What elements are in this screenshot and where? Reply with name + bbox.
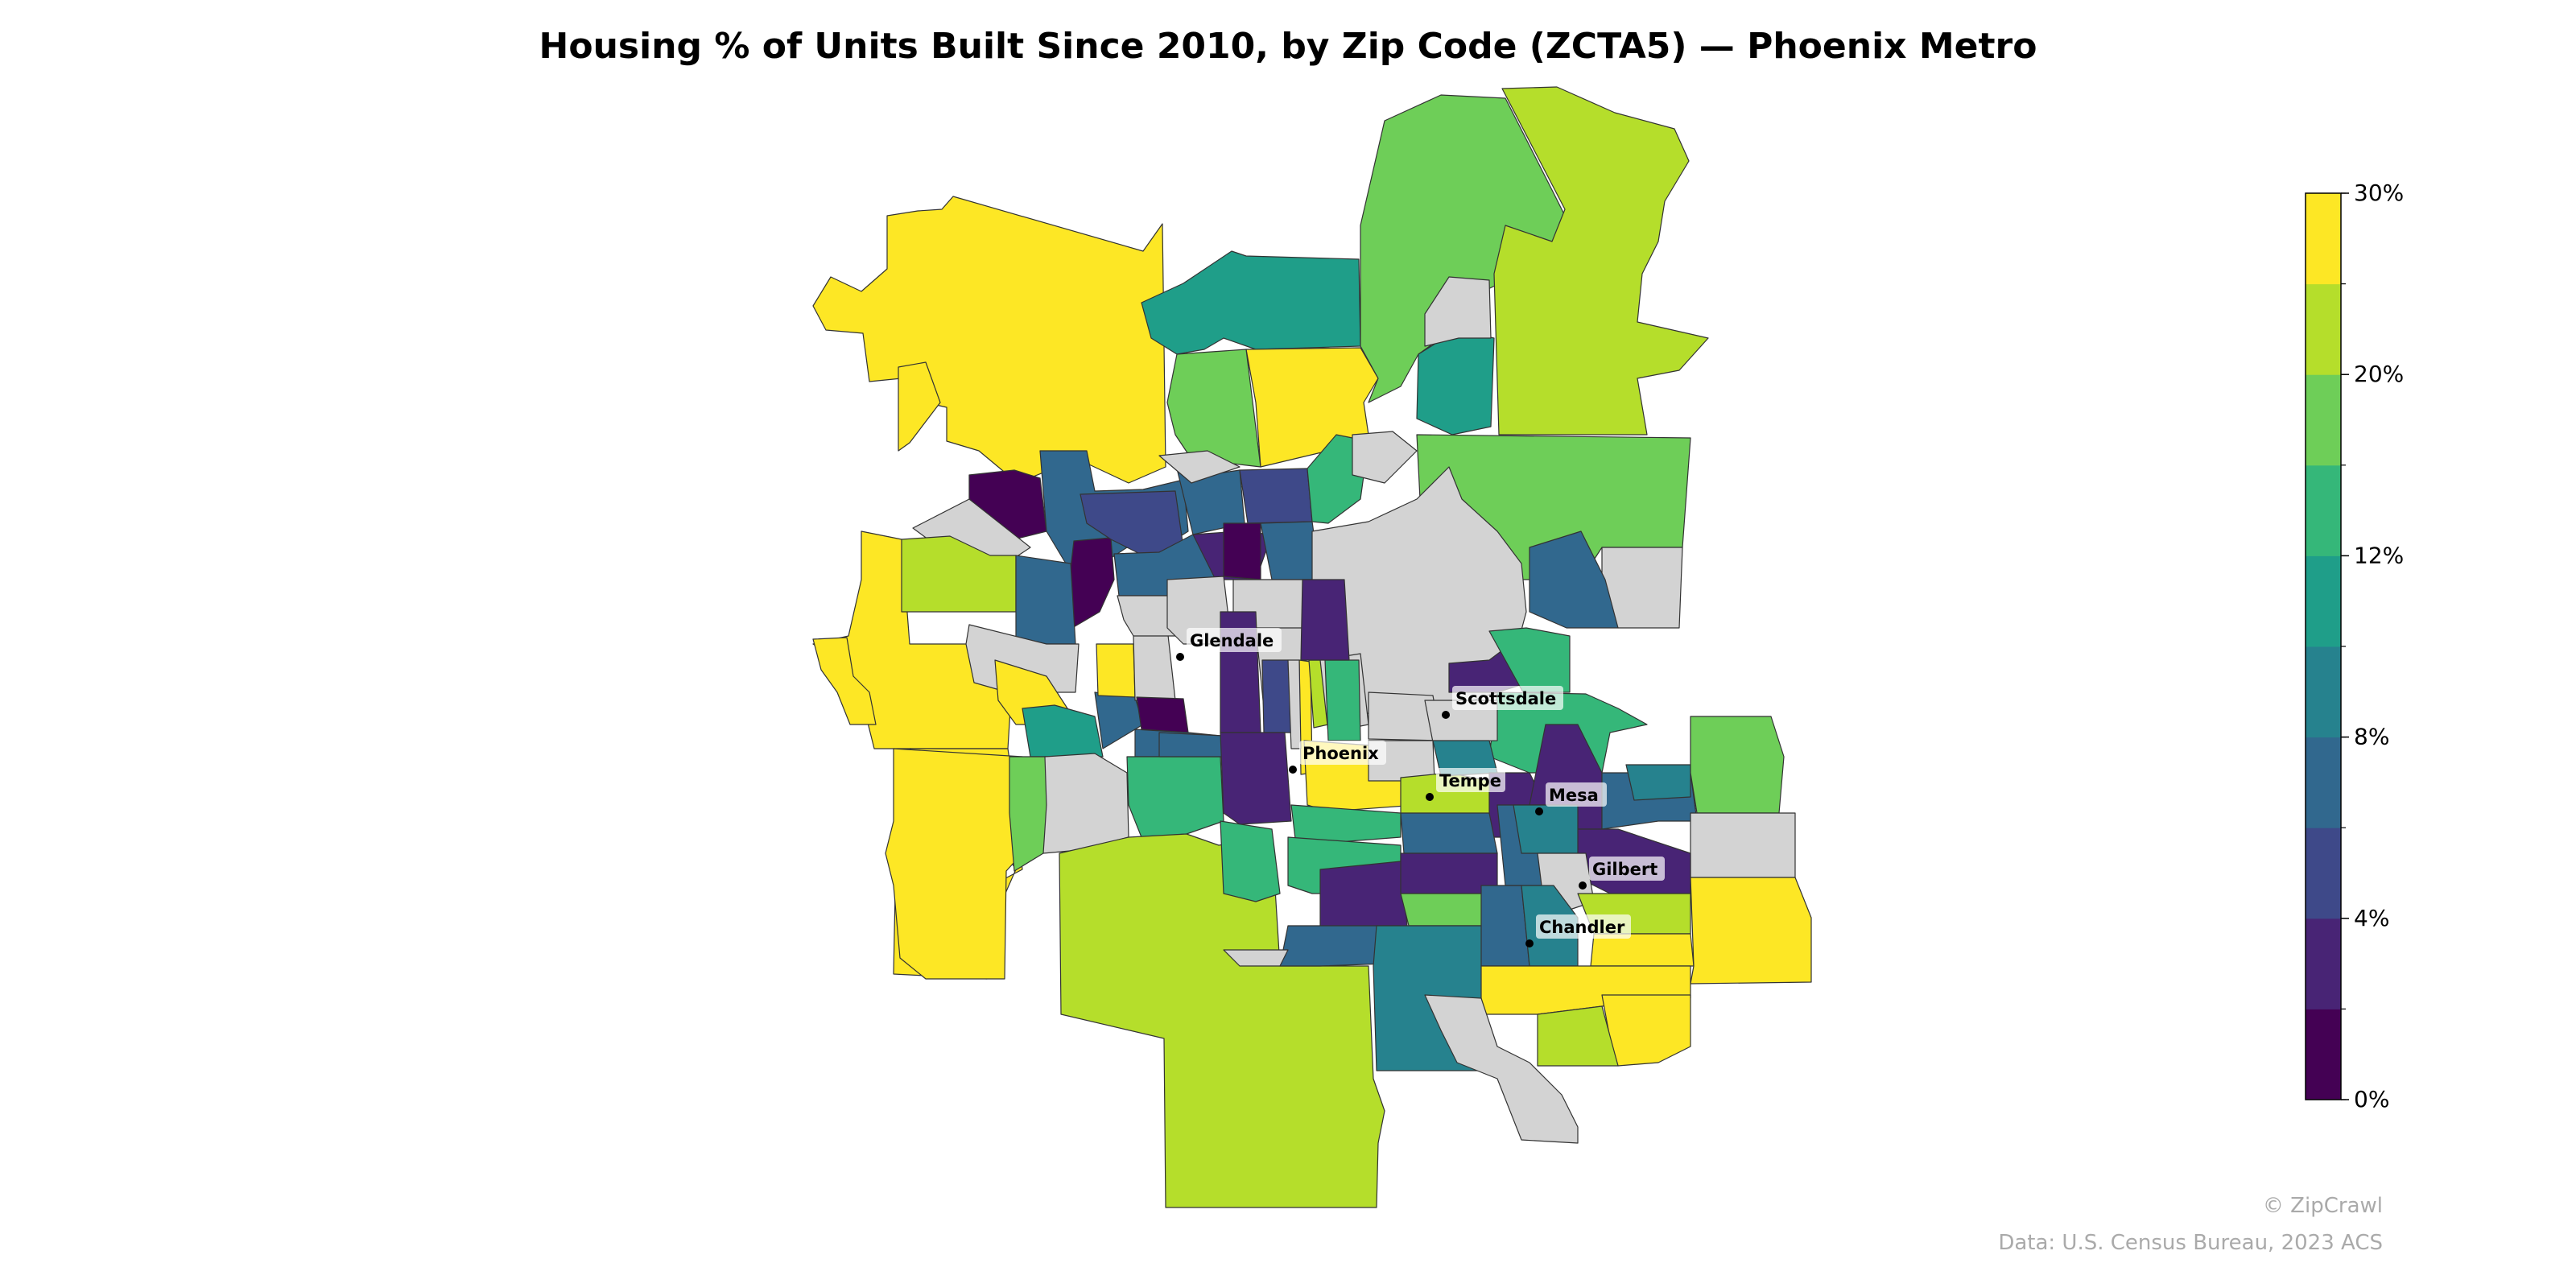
city-label: Gilbert <box>1592 860 1657 879</box>
city-label: Mesa <box>1549 786 1599 805</box>
zcta-region <box>1141 250 1361 355</box>
zcta-region <box>1260 521 1321 580</box>
zcta-region <box>1400 893 1485 927</box>
zcta-region <box>1324 659 1361 741</box>
zcta-region <box>1261 659 1292 733</box>
city-chandler: Chandler <box>1525 914 1631 947</box>
city-marker <box>1442 711 1450 719</box>
city-mesa: Mesa <box>1535 782 1607 815</box>
zcta-region <box>1424 276 1492 347</box>
colorbar-bin <box>2306 918 2341 1009</box>
copyright-text: © ZipCrawl <box>2263 1194 2383 1218</box>
city-marker <box>1426 793 1434 801</box>
city-label-background <box>1299 741 1386 765</box>
colorbar-bin <box>2306 828 2341 919</box>
zcta-region <box>1529 530 1619 629</box>
colorbar-bin <box>2306 193 2341 285</box>
colorbar-tick-label: 0% <box>2354 1086 2389 1113</box>
zcta-region <box>1220 820 1281 902</box>
zcta-region <box>1537 1005 1619 1067</box>
zcta-region <box>1042 753 1129 854</box>
city-labels: Glendale Scottsdale Phoenix Tempe Mesa G… <box>1176 628 1665 947</box>
city-glendale: Glendale <box>1176 628 1282 661</box>
city-marker <box>1525 939 1534 947</box>
zcta-region <box>1513 804 1579 854</box>
zcta-region <box>1223 949 1289 967</box>
zcta-region <box>1625 764 1691 801</box>
colorbar-legend: 30% 20% 12% 8% 4% 0% <box>2305 180 2404 1113</box>
city-label-background <box>1187 628 1282 652</box>
colorbar-bin <box>2306 646 2341 738</box>
colorbar-ticks: 30% 20% 12% 8% 4% 0% <box>2341 180 2404 1113</box>
data-source-text: Data: U.S. Census Bureau, 2023 ACS <box>1998 1231 2383 1255</box>
zcta-region <box>1096 643 1136 698</box>
city-label-background <box>1436 768 1505 792</box>
zcta-region <box>1488 627 1571 693</box>
zcta-region <box>1690 877 1812 985</box>
zcta-region <box>1067 537 1115 629</box>
zcta-region <box>1220 732 1292 825</box>
zcta-region <box>1493 86 1709 436</box>
colorbar-tick-label: 20% <box>2354 361 2404 387</box>
zcta-region <box>1300 579 1350 661</box>
zcta-region <box>1690 812 1796 878</box>
city-gilbert: Gilbert <box>1579 857 1665 890</box>
city-marker <box>1176 653 1184 661</box>
colorbar-bin <box>2306 283 2341 375</box>
city-label: Glendale <box>1190 631 1274 650</box>
zcta-region <box>1015 555 1076 645</box>
zcta-region <box>1352 431 1418 484</box>
colorbar-tick-label: 8% <box>2354 724 2389 750</box>
city-tempe: Tempe <box>1426 768 1505 801</box>
zcta-region <box>1400 812 1498 854</box>
zcta-region <box>898 361 941 452</box>
zcta-region <box>1022 704 1104 758</box>
zcta-region <box>1287 659 1302 749</box>
city-label: Chandler <box>1539 918 1625 937</box>
zcta-region <box>1239 468 1313 524</box>
zcta-region <box>885 748 1023 980</box>
colorbar-bin <box>2306 1009 2341 1100</box>
city-label-background <box>1546 782 1607 807</box>
colorbar-bins <box>2306 193 2341 1100</box>
zcta-region <box>812 196 1166 484</box>
zcta-region <box>1290 804 1402 846</box>
zcta-region <box>1059 833 1385 1208</box>
zcta-region <box>1136 696 1189 733</box>
colorbar-tick-label: 4% <box>2354 905 2389 931</box>
zcta-region <box>1690 716 1785 814</box>
zcta-region <box>1166 349 1261 468</box>
zcta-region <box>1158 732 1224 758</box>
zcta-region <box>1133 627 1176 701</box>
colorbar-bin <box>2306 374 2341 466</box>
city-phoenix: Phoenix <box>1289 741 1386 774</box>
city-label-background <box>1452 686 1563 710</box>
city-label-background <box>1536 914 1631 939</box>
zcta-region <box>1117 595 1176 637</box>
city-label-background <box>1589 857 1665 881</box>
map-title: Housing % of Units Built Since 2010, by … <box>539 26 2037 67</box>
city-scottsdale: Scottsdale <box>1442 686 1563 719</box>
colorbar-bin <box>2306 464 2341 556</box>
city-label: Tempe <box>1439 771 1501 791</box>
city-label: Scottsdale <box>1455 689 1556 708</box>
zcta-region <box>1424 994 1579 1144</box>
city-marker <box>1289 766 1297 774</box>
colorbar-bin <box>2306 555 2341 647</box>
city-marker <box>1535 807 1543 815</box>
colorbar-tick-label: 12% <box>2354 542 2404 568</box>
zcta-region <box>1126 756 1224 838</box>
zcta-region <box>1158 450 1241 484</box>
zcta-region <box>812 637 877 725</box>
city-label: Phoenix <box>1302 744 1379 763</box>
city-marker <box>1579 881 1587 890</box>
zcta-region <box>1223 522 1261 580</box>
colorbar-bin <box>2306 737 2341 828</box>
zip-code-map <box>812 86 1812 1208</box>
colorbar-tick-label: 30% <box>2354 180 2404 206</box>
